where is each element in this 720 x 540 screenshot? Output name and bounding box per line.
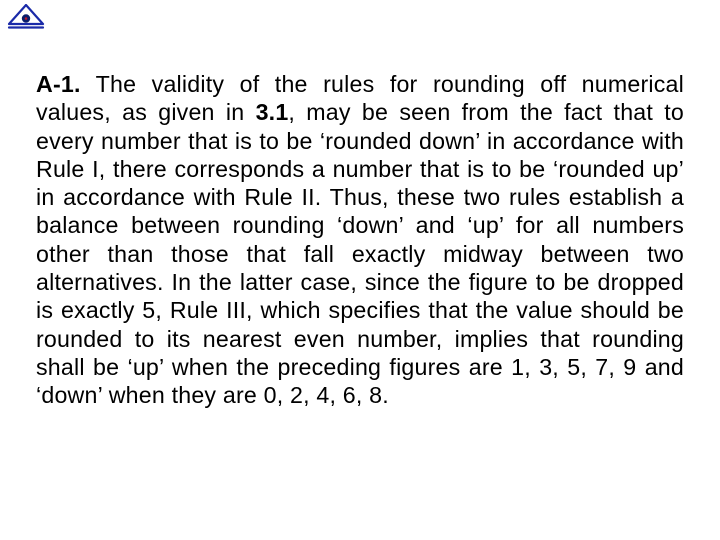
body-seg-2: , may be seen from the fact that to ever… bbox=[36, 99, 684, 408]
clause-heading: A-1. bbox=[36, 71, 81, 97]
org-logo-icon bbox=[6, 4, 46, 32]
page: A-1. The validity of the rules for round… bbox=[0, 0, 720, 540]
paragraph-a1: A-1. The validity of the rules for round… bbox=[36, 70, 684, 410]
clause-ref: 3.1 bbox=[256, 99, 289, 125]
